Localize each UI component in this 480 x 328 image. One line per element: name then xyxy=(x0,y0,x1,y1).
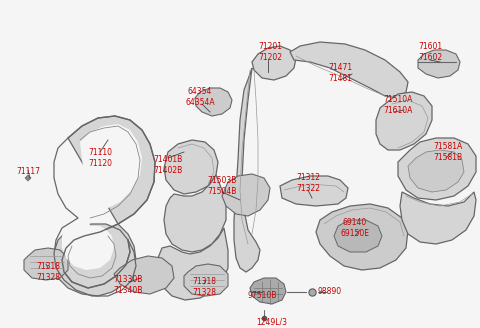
Polygon shape xyxy=(25,175,31,181)
Text: 1249L/3: 1249L/3 xyxy=(256,318,288,326)
Polygon shape xyxy=(376,92,432,150)
Text: 71312
71322: 71312 71322 xyxy=(296,173,320,193)
Polygon shape xyxy=(280,176,348,206)
Polygon shape xyxy=(334,220,382,252)
Text: 71510A
71610A: 71510A 71610A xyxy=(384,95,413,115)
Polygon shape xyxy=(290,42,408,98)
Text: 71581A
71581B: 71581A 71581B xyxy=(433,142,463,162)
Polygon shape xyxy=(222,174,270,216)
Polygon shape xyxy=(400,192,476,244)
Text: 71401B
71402B: 71401B 71402B xyxy=(154,155,182,175)
Text: 98890: 98890 xyxy=(318,288,342,297)
Polygon shape xyxy=(114,256,174,294)
Polygon shape xyxy=(408,150,464,192)
Polygon shape xyxy=(250,278,286,304)
Text: 71318
71328: 71318 71328 xyxy=(36,262,60,282)
Polygon shape xyxy=(195,88,232,116)
Text: 71110
71120: 71110 71120 xyxy=(88,148,112,168)
Polygon shape xyxy=(158,228,228,300)
Text: 71117: 71117 xyxy=(16,168,40,176)
Text: 97510B: 97510B xyxy=(247,291,276,299)
Text: 71601
71602: 71601 71602 xyxy=(418,42,442,62)
Polygon shape xyxy=(184,264,228,296)
Polygon shape xyxy=(54,116,155,296)
Text: 71330B
71340B: 71330B 71340B xyxy=(113,275,143,295)
Text: 71318
71328: 71318 71328 xyxy=(192,277,216,297)
Polygon shape xyxy=(164,175,226,252)
Polygon shape xyxy=(316,204,408,270)
Text: 64354
64354A: 64354 64354A xyxy=(185,87,215,107)
Polygon shape xyxy=(234,68,260,272)
Polygon shape xyxy=(252,46,296,80)
Text: 71471
71481: 71471 71481 xyxy=(328,63,352,83)
Polygon shape xyxy=(62,124,142,270)
Polygon shape xyxy=(24,248,68,280)
Polygon shape xyxy=(398,138,476,200)
Polygon shape xyxy=(418,50,460,78)
Polygon shape xyxy=(164,140,218,194)
Text: 71503B
71504B: 71503B 71504B xyxy=(207,176,237,196)
Text: 71201
71202: 71201 71202 xyxy=(258,42,282,62)
Text: 69140
69150E: 69140 69150E xyxy=(340,218,370,238)
